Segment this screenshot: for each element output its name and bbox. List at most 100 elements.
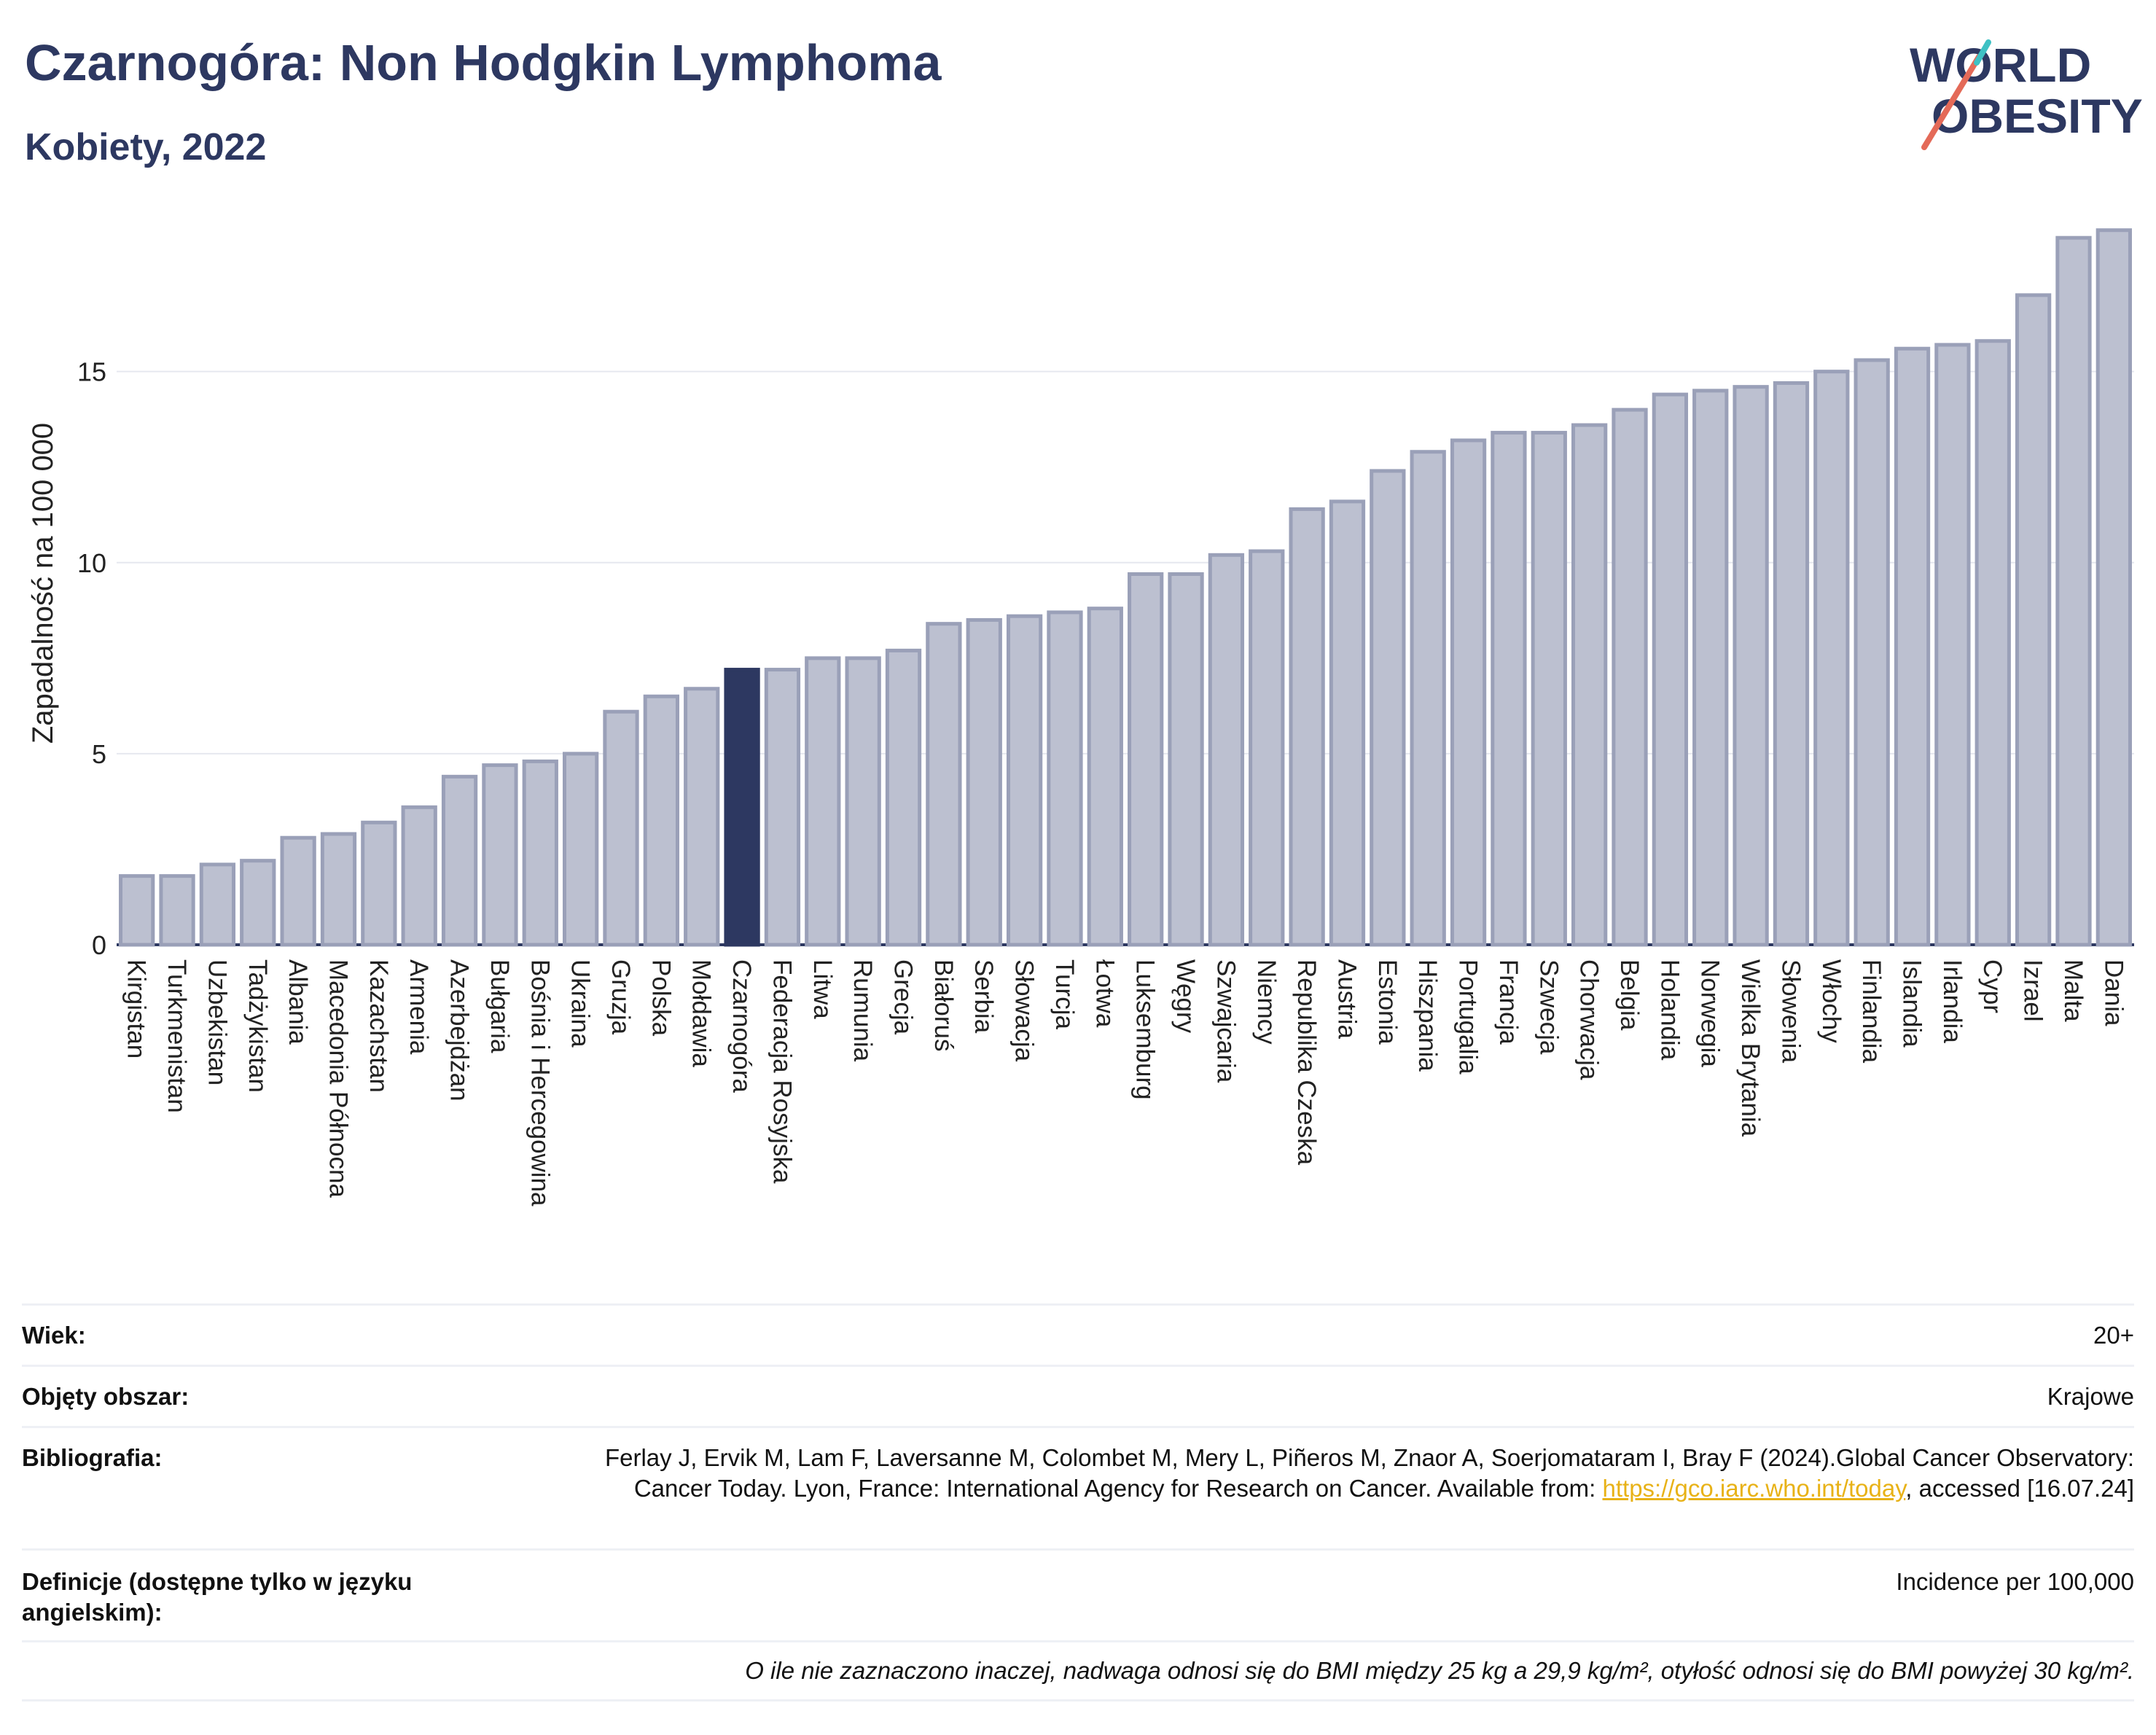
bar [1612,408,1648,947]
bar [1410,450,1446,947]
x-tick-label: Holandia [1655,959,1684,1061]
bar [1934,343,1971,947]
x-tick-label: Malta [2059,959,2087,1022]
x-tick-label: Bułgaria [485,959,514,1053]
x-tick-label: Gruzja [606,959,635,1035]
bar [1773,381,1810,947]
bar [1531,431,1567,947]
x-tick-label: Białoruś [929,959,958,1051]
x-tick-label: Bośnia i Hercegowina [526,959,554,1206]
x-tick-label: Norwegia [1696,959,1725,1067]
logo-line2: OBESITY [1932,89,2143,143]
bar [1168,572,1204,947]
bar [1249,549,1285,947]
meta-row-note: O ile nie zaznaczono inaczej, nadwaga od… [22,1640,2134,1701]
bar [1370,469,1406,947]
bar [1571,423,1608,947]
bar [119,874,155,947]
x-tick-label: Serbia [969,959,998,1034]
bibliography-label: Bibliografia: [22,1444,163,1471]
meta-row-area: Objęty obszar: Krajowe [22,1365,2134,1426]
x-tick-label: Macedonia Północna [324,959,352,1198]
x-tick-label: Chorwacja [1575,959,1604,1080]
x-tick-label: Łotwa [1090,959,1119,1028]
definitions-label: Definicje (dostępne tylko w języku angie… [22,1568,413,1626]
x-tick-label: Turkmenistan [163,959,191,1113]
meta-row-definitions: Definicje (dostępne tylko w języku angie… [22,1548,2134,1640]
x-tick-label: Portugalia [1454,959,1483,1075]
bar [764,668,801,947]
bar [1813,370,1850,947]
x-tick-label: Tadżykistan [243,959,272,1093]
metadata-table: Wiek: 20+ Objęty obszar: Krajowe Bibliog… [22,1303,2134,1701]
meta-row-bibliography: Bibliografia: Ferlay J, Ervik M, Lam F, … [22,1426,2134,1548]
bar [1692,389,1729,947]
x-tick-label: Luksemburg [1131,959,1160,1100]
x-tick-label: Kirgistan [122,959,151,1058]
bar [240,859,276,947]
area-value: Krajowe [2047,1382,2134,1410]
bar [522,759,558,947]
bar [1652,392,1689,947]
x-tick-label: Dania [2099,959,2128,1026]
x-tick-label: Polska [647,959,675,1037]
bar [966,617,1002,947]
age-value: 20+ [2093,1321,2134,1349]
bar [1128,572,1164,947]
bar [2055,235,2092,947]
bar [926,622,962,947]
y-tick-label: 15 [77,357,106,387]
bar [2096,228,2132,947]
area-label: Objęty obszar: [22,1382,190,1410]
x-tick-label: Czarnogóra [727,959,756,1093]
x-tick-label: Azerbejdżan [445,959,474,1102]
x-tick-label: Wielka Brytania [1736,959,1765,1137]
bibliography-tail: , accessed [16.07.24] [1905,1475,2134,1502]
bar [845,656,881,947]
y-tick-label: 0 [92,930,106,960]
x-tick-label: Litwa [808,959,837,1019]
x-tick-label: Niemcy [1252,959,1281,1045]
bar [401,805,437,947]
bar [684,687,720,947]
x-tick-label: Rumunia [848,959,877,1062]
x-tick-label: Mołdawia [687,959,716,1067]
meta-row-age: Wiek: 20+ [22,1303,2134,1365]
chart-subtitle: Kobiety, 2022 [25,126,267,168]
bar [441,774,478,947]
x-tick-label: Estonia [1373,959,1402,1045]
bar [1450,438,1487,947]
bar [1491,431,1527,947]
bar [2015,293,2052,947]
bar [1047,610,1083,947]
x-tick-label: Hiszpania [1413,959,1442,1072]
x-tick-label: Kazachstan [364,959,393,1093]
x-tick-label: Grecja [889,959,918,1035]
bar [320,832,357,947]
bibliography-link[interactable]: https://gco.iarc.who.int/today [1602,1475,1906,1502]
bar [885,648,922,947]
y-tick-label: 10 [77,548,106,578]
bar [1087,607,1123,947]
bar [1894,346,1931,947]
bar [482,763,518,947]
x-tick-label: Izrael [2019,959,2047,1022]
x-tick-label: Uzbekistan [203,959,231,1085]
y-tick-label: 5 [92,739,106,769]
bar [643,694,680,947]
bar [1329,499,1366,947]
bar [1289,507,1325,947]
age-label: Wiek: [22,1321,86,1349]
x-tick-label: Irlandia [1938,959,1966,1043]
y-axis-label: Zapadalność na 100 000 [27,423,59,744]
chart-title: Czarnogóra: Non Hodgkin Lymphoma [25,34,942,91]
x-tick-label: Armenia [405,959,433,1055]
bibliography-text: Ferlay J, Ervik M, Lam F, Laversanne M, … [604,1444,2134,1502]
bar [159,874,195,947]
x-tick-label: Federacja Rosyjska [768,959,796,1184]
bar [603,709,639,947]
note-text: O ile nie zaznaczono inaczej, nadwaga od… [745,1657,2134,1684]
x-tick-label: Belgia [1615,959,1644,1031]
x-tick-label: Ukraina [566,959,595,1048]
x-tick-label: Austria [1332,959,1361,1039]
